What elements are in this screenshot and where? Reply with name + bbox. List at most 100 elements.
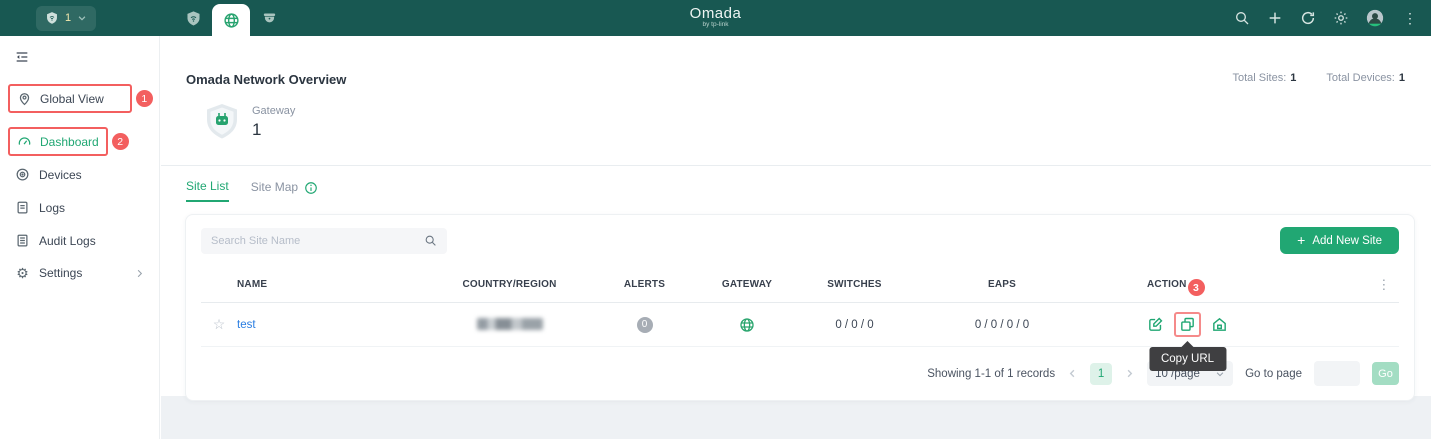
tab-camera-dome[interactable] [250,0,288,36]
gear-icon: ⚙ [16,265,29,281]
add-new-site-button[interactable]: + Add New Site [1280,227,1399,254]
document-icon [17,201,28,214]
totals: Total Sites: 1 Total Devices: 1 [1232,72,1405,84]
gateway-label: Gateway [252,104,296,117]
sidebar-item-logs[interactable]: Logs [0,193,159,222]
header-gateway[interactable]: GATEWAY [721,279,773,290]
annotation-step-3: 3 [1187,279,1205,296]
next-page-icon[interactable] [1124,368,1135,379]
content-panel: Omada Network Overview Total Sites: 1 Tot… [161,36,1431,401]
dashboard-gauge-icon [18,137,31,145]
sidebar-item-dashboard[interactable]: Dashboard 2 [0,127,159,156]
app-switcher-tabs [174,0,288,36]
table-header-row: NAME COUNTRY/REGION ALERTS GATEWAY SWITC… [201,267,1399,303]
logo-subtitle: by tp-link [702,21,729,28]
sidebar-label-logs: Logs [39,200,66,215]
alerts-count-badge: 0 [636,316,653,333]
row-actions: Copy URL [1147,312,1228,371]
site-count-selector[interactable]: 1 [36,5,97,31]
annotation-box-1: Global View [8,84,132,113]
gateway-stat-text: Gateway 1 [252,105,295,140]
tab-global-view-globe[interactable] [212,4,251,36]
shield-wifi-icon [47,12,57,24]
header-eaps[interactable]: EAPS [987,279,1017,290]
header-alerts[interactable]: ALERTS [623,279,666,290]
header-switches[interactable]: SWITCHES [827,279,882,290]
dome-camera-icon [263,13,275,22]
site-name-link[interactable]: test [237,318,256,331]
plus-icon: + [1297,232,1306,248]
goto-page-label: Go to page [1245,367,1302,380]
sidebar-item-audit-logs[interactable]: Audit Logs [0,226,159,255]
add-icon[interactable] [1267,10,1283,26]
page-number-button[interactable]: 1 [1090,362,1113,385]
sidebar-item-settings[interactable]: ⚙ Settings [0,259,159,287]
more-menu-icon[interactable]: ⋮ [1403,10,1417,26]
total-devices-value: 1 [1398,72,1405,84]
total-sites-value: 1 [1290,72,1297,84]
sidebar-label-global-view: Global View [40,91,104,106]
header-action: ACTION 3 [1092,276,1262,296]
main-area: Omada Network Overview Total Sites: 1 Tot… [161,36,1431,439]
topbar: 1 Omada by tp-link ⋮ [0,0,1431,36]
gateway-value: 1 [252,119,262,139]
goto-page-input[interactable] [1314,361,1360,386]
tab-site-map-group: Site Map [251,180,318,201]
pagination-bar: Showing 1-1 of 1 records 1 10 /page Go t… [201,361,1399,386]
chevron-down-icon [78,16,86,21]
shield-wifi-icon [187,10,200,25]
country-region-cell [427,318,592,331]
alerts-cell: 0 [592,316,697,333]
previous-page-icon[interactable] [1067,368,1078,379]
search-site-input[interactable] [211,234,424,247]
sidebar-item-devices[interactable]: Devices [0,160,159,189]
copy-url-icon[interactable] [1179,316,1196,333]
favorite-star-icon[interactable]: ☆ [212,316,226,332]
edit-site-icon[interactable] [1147,316,1164,333]
page-title: Omada Network Overview [186,72,347,87]
sidebar-label-devices: Devices [39,167,82,182]
total-sites: Total Sites: 1 [1232,72,1297,84]
launch-site-icon[interactable] [1211,316,1228,333]
switches-cell: 0 / 0 / 0 [835,318,874,331]
gateway-shield-icon [207,104,237,139]
user-avatar[interactable] [1366,9,1384,27]
records-summary: Showing 1-1 of 1 records [927,367,1056,380]
section-divider [161,165,1431,166]
tab-site-list[interactable]: Site List [186,179,229,202]
action-cell: Copy URL [1092,312,1262,371]
column-settings-icon[interactable]: ⋮ [1377,276,1391,292]
topbar-actions: ⋮ [1234,9,1419,27]
header-country-region[interactable]: COUNTRY/REGION [462,279,557,290]
chevron-right-icon [137,269,143,277]
sidebar-label-settings: Settings [39,266,83,280]
header-name[interactable]: NAME [237,279,268,290]
country-region-redacted [476,318,543,331]
go-button[interactable]: Go [1372,362,1399,385]
annotation-box-2: Dashboard [8,127,108,156]
search-icon[interactable] [424,234,437,247]
gateway-cell [697,317,797,333]
gateway-stat-card: Gateway 1 [205,103,1431,141]
annotation-box-3: Copy URL [1148,312,1227,371]
sidebar-item-global-view[interactable]: Global View 1 [0,84,159,113]
annotation-step-2: 2 [111,133,129,150]
tab-site-map[interactable]: Site Map [250,180,299,194]
refresh-icon[interactable] [1300,10,1316,26]
info-icon[interactable] [304,181,318,195]
site-count: 1 [65,12,72,24]
card-toolbar: + Add New Site [201,227,1399,254]
annotation-step-1: 1 [135,90,153,107]
copy-url-tooltip: Copy URL [1148,347,1227,371]
sidebar: Global View 1 Dashboard 2 Devices Logs A… [0,36,160,439]
sidebar-label-dashboard: Dashboard [40,134,99,149]
add-new-site-label: Add New Site [1312,234,1382,247]
total-devices: Total Devices: 1 [1326,72,1405,84]
location-pin-icon [19,93,30,106]
tab-wireless-shield[interactable] [174,0,212,36]
brightness-icon[interactable] [1333,10,1349,26]
collapse-sidebar-icon[interactable] [14,49,30,65]
search-icon[interactable] [1234,10,1250,26]
chevron-down-icon [1216,371,1224,376]
